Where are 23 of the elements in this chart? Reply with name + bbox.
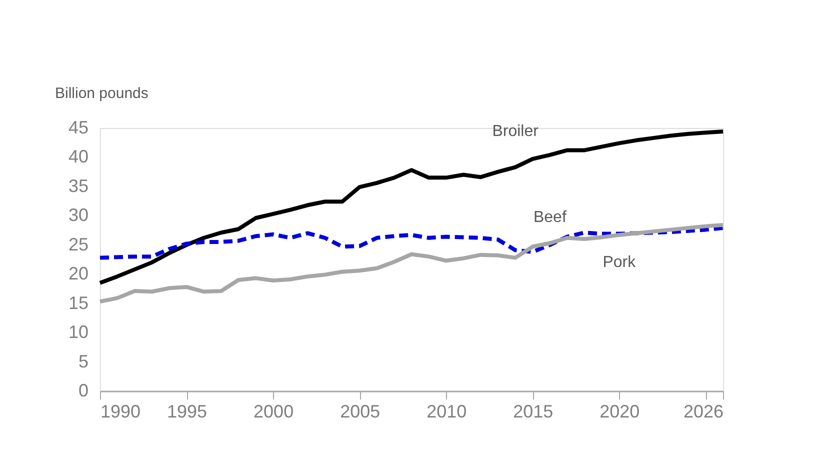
y-tick-label: 20: [68, 264, 88, 284]
y-tick-label: 10: [68, 322, 88, 342]
y-tick-label: 15: [68, 292, 88, 313]
series-label: Beef: [533, 208, 567, 226]
y-tick-label: 30: [68, 205, 88, 226]
y-tick-label: 40: [68, 146, 88, 167]
y-tick-label: 45: [68, 118, 88, 138]
x-tick-label: 2026: [683, 402, 724, 422]
y-tick-label: 5: [78, 351, 88, 372]
y-tick-label: 25: [68, 234, 88, 254]
x-tick-label: 2000: [254, 402, 294, 422]
x-tick-label: 1995: [167, 402, 208, 422]
x-tick-label: 2020: [600, 402, 640, 422]
line-series: [98, 223, 725, 304]
y-axis-title: Billion pounds: [55, 85, 148, 102]
x-tick-label: 2010: [426, 402, 467, 422]
x-tick-label: 2005: [340, 402, 380, 422]
x-tick-label: 2015: [513, 402, 554, 422]
series-label: Broiler: [492, 123, 540, 140]
y-tick-label: 0: [78, 380, 88, 400]
y-tick-label: 35: [68, 176, 88, 196]
x-tick-label: 1990: [100, 402, 141, 422]
series-label: Pork: [602, 254, 637, 271]
